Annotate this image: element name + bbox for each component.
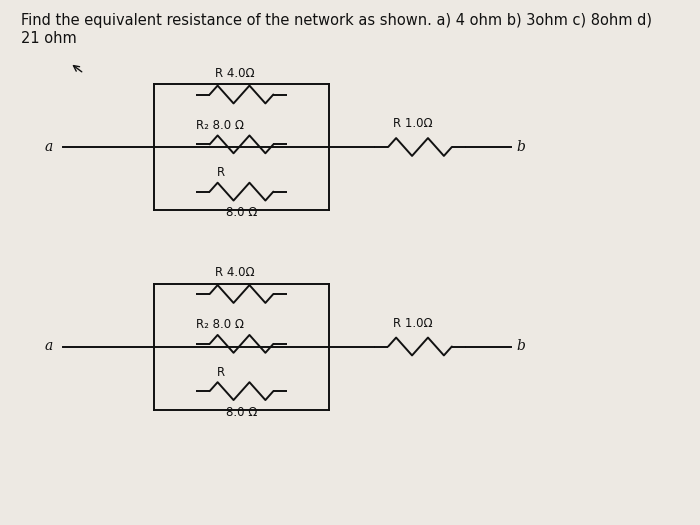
Text: a: a bbox=[44, 140, 52, 154]
Text: b: b bbox=[517, 340, 526, 353]
Text: a: a bbox=[44, 340, 52, 353]
Text: 8.0 Ω: 8.0 Ω bbox=[226, 406, 257, 419]
Text: b: b bbox=[517, 140, 526, 154]
Text: Find the equivalent resistance of the network as shown. a) 4 ohm b) 3ohm c) 8ohm: Find the equivalent resistance of the ne… bbox=[21, 13, 652, 46]
Text: R: R bbox=[216, 166, 225, 179]
Text: R 4.0Ω: R 4.0Ω bbox=[215, 266, 254, 279]
Text: R 1.0Ω: R 1.0Ω bbox=[393, 117, 433, 130]
Text: R₂ 8.0 Ω: R₂ 8.0 Ω bbox=[197, 318, 244, 331]
Text: R 1.0Ω: R 1.0Ω bbox=[393, 317, 433, 330]
Text: 8.0 Ω: 8.0 Ω bbox=[226, 206, 257, 219]
Text: R₂ 8.0 Ω: R₂ 8.0 Ω bbox=[197, 119, 244, 132]
Text: R 4.0Ω: R 4.0Ω bbox=[215, 67, 254, 80]
Text: R: R bbox=[216, 365, 225, 379]
